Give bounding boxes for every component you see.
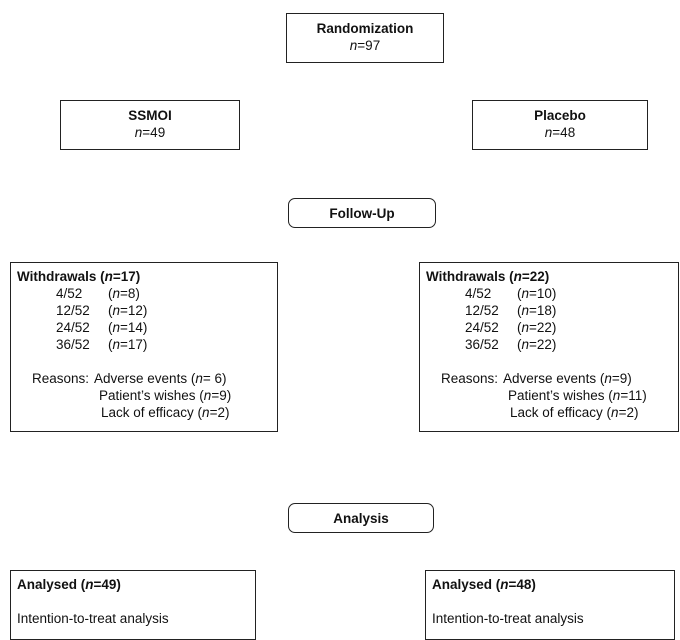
withdrawal-row: 12/52 (n=18) — [465, 303, 557, 318]
reason-row: Lack of efficacy (n=2) — [510, 405, 639, 420]
placebo-arm-box: Placebo n=48 — [472, 100, 648, 150]
randomization-title: Randomization — [316, 21, 414, 36]
randomization-box: Randomization n=97 — [286, 13, 444, 63]
placebo-arm-count: n=48 — [544, 125, 576, 140]
reason-row: Patient’s wishes (n=9) — [99, 388, 232, 403]
placebo-withdrawals-box: Withdrawals (n=22) 4/52 (n=10) 12/52 (n=18… — [419, 262, 679, 432]
withdrawal-row: 24/52 (n=22) — [465, 320, 557, 335]
ssmoi-arm-box: SSMOI n=49 — [60, 100, 240, 150]
ssmoi-withdrawals-box: Withdrawals (n=17) 4/52 (n=8) 12/52 (n=12)… — [10, 262, 278, 432]
withdrawal-row: 12/52 (n=12) — [56, 303, 148, 318]
withdrawal-row: 4/52 (n=10) — [465, 286, 557, 301]
analysis-label: Analysis — [333, 511, 389, 526]
ssmoi-analysis-method: Intention-to-treat analysis — [17, 611, 169, 626]
withdrawal-row: 36/52 (n=17) — [56, 337, 148, 352]
ssmoi-arm-count: n=49 — [134, 125, 166, 140]
randomization-count: n=97 — [349, 38, 381, 53]
withdrawal-row: 4/52 (n=8) — [56, 286, 140, 301]
reason-row: Reasons: Adverse events (n=9) — [440, 371, 632, 386]
placebo-withdrawals-heading: Withdrawals (n=22) — [426, 269, 550, 284]
ssmoi-withdrawals-heading: Withdrawals (n=17) — [17, 269, 141, 284]
reason-row: Reasons: Adverse events (n= 6) — [31, 371, 227, 386]
placebo-reasons: Reasons: Adverse events (n=9) Patient’s … — [420, 370, 678, 421]
placebo-arm-title: Placebo — [534, 108, 586, 123]
withdrawal-row: 36/52 (n=22) — [465, 337, 557, 352]
ssmoi-analysed-box: Analysed (n=49) Intention-to-treat analy… — [10, 570, 256, 640]
placebo-analysed-box: Analysed (n=48) Intention-to-treat analy… — [425, 570, 675, 640]
follow-up-stage: Follow-Up — [288, 198, 436, 228]
analysis-stage: Analysis — [288, 503, 434, 533]
reason-row: Patient’s wishes (n=11) — [508, 388, 647, 403]
placebo-analysed-heading: Analysed (n=48) — [432, 577, 536, 592]
ssmoi-reasons: Reasons: Adverse events (n= 6) Patient’s… — [11, 370, 277, 421]
withdrawal-row: 24/52 (n=14) — [56, 320, 148, 335]
ssmoi-analysed-heading: Analysed (n=49) — [17, 577, 121, 592]
placebo-analysis-method: Intention-to-treat analysis — [432, 611, 584, 626]
follow-up-label: Follow-Up — [329, 206, 395, 221]
ssmoi-arm-title: SSMOI — [128, 108, 172, 123]
reason-row: Lack of efficacy (n=2) — [101, 405, 230, 420]
